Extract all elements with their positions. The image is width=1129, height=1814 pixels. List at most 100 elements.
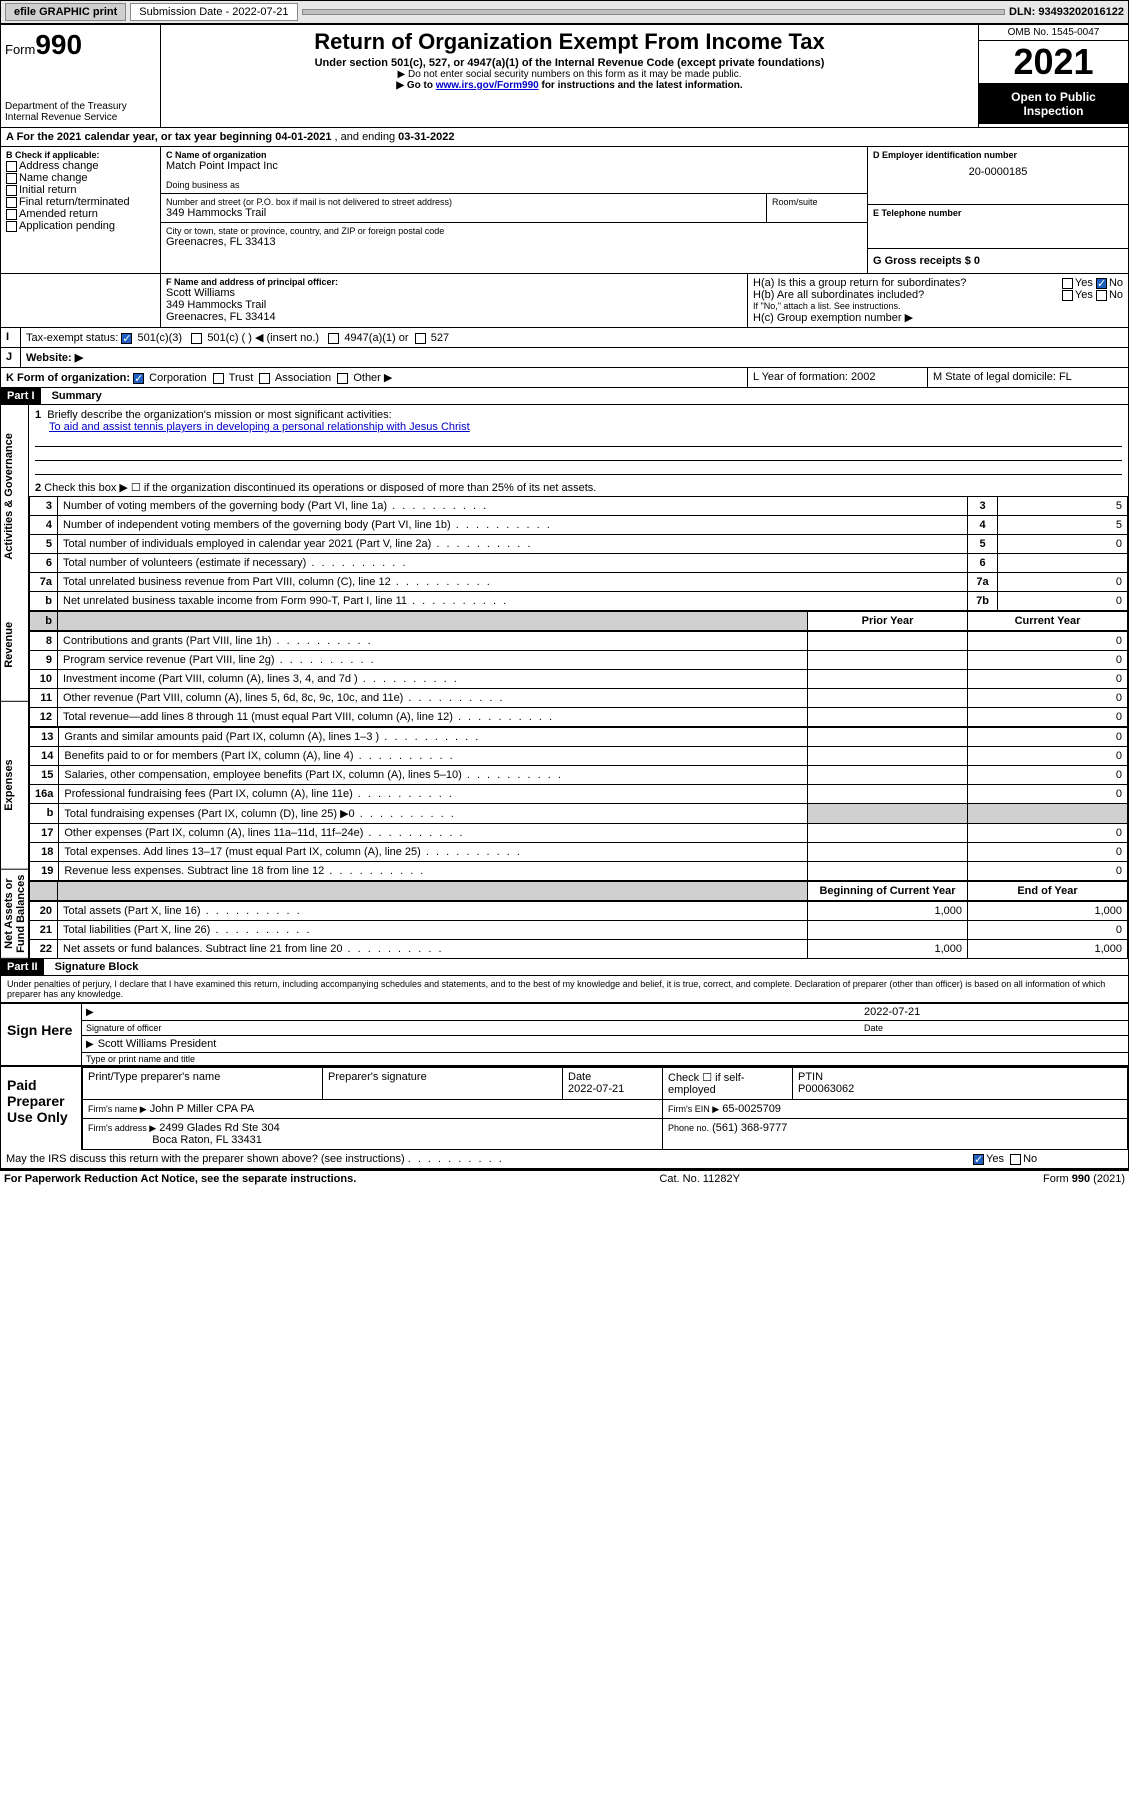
form-number: Form990 (5, 29, 156, 61)
chk-assoc[interactable] (259, 373, 270, 384)
irs-link[interactable]: www.irs.gov/Form990 (436, 80, 539, 91)
prior-val (808, 843, 968, 862)
curr-val: 0 (968, 843, 1128, 862)
line-text: Total assets (Part X, line 16) (58, 902, 808, 921)
line-no: 14 (30, 747, 59, 766)
vlabel-rev: Revenue (1, 589, 28, 702)
footer-pra: For Paperwork Reduction Act Notice, see … (4, 1173, 356, 1185)
line-text: Other revenue (Part VIII, column (A), li… (58, 689, 808, 708)
chk-amended[interactable]: Amended return (6, 208, 155, 220)
line-text: Other expenses (Part IX, column (A), lin… (59, 824, 808, 843)
net-lines: 20 Total assets (Part X, line 16) 1,000 … (29, 901, 1128, 959)
sign-here-label: Sign Here (1, 1004, 81, 1065)
q1-answer[interactable]: To aid and assist tennis players in deve… (49, 421, 470, 433)
efile-button[interactable]: efile GRAPHIC print (5, 3, 126, 21)
a-end: 03-31-2022 (398, 131, 454, 143)
dln: DLN: 93493202016122 (1009, 6, 1124, 18)
opt-address: Address change (19, 160, 99, 172)
line-val: 5 (998, 516, 1128, 535)
bcdeg-block: B Check if applicable: Address change Na… (1, 147, 1128, 274)
chk-initial[interactable]: Initial return (6, 184, 155, 196)
paid-preparer-block: Paid Preparer Use Only Print/Type prepar… (1, 1065, 1128, 1150)
prep-date-label: Date (568, 1071, 591, 1083)
opt-527: 527 (431, 332, 449, 344)
line-text: Number of independent voting members of … (58, 516, 968, 535)
line-text: Salaries, other compensation, employee b… (59, 766, 808, 785)
form-title: Return of Organization Exempt From Incom… (169, 29, 970, 55)
prior-val (808, 862, 968, 881)
line-no: 10 (30, 670, 58, 689)
g-label: G Gross receipts $ 0 (873, 255, 980, 267)
d-label: D Employer identification number (873, 150, 1123, 160)
h-note: If "No," attach a list. See instructions… (753, 301, 1123, 311)
curr-val: 0 (968, 766, 1128, 785)
paid-label: Paid Preparer Use Only (1, 1067, 81, 1150)
line-no: 17 (30, 824, 59, 843)
dept-treasury: Department of the Treasury (5, 101, 156, 112)
chk-527[interactable] (415, 333, 426, 344)
prior-val: 1,000 (808, 902, 968, 921)
line-idx: 4 (968, 516, 998, 535)
hb-no[interactable] (1096, 290, 1107, 301)
hb-yes[interactable] (1062, 290, 1073, 301)
line-no: 12 (30, 708, 58, 727)
part1-hdr: Part I (1, 388, 41, 404)
line-no: 22 (30, 940, 58, 959)
line-idx: 7a (968, 573, 998, 592)
chk-other[interactable] (337, 373, 348, 384)
line-idx: 7b (968, 592, 998, 611)
vlabel-exp: Expenses (1, 701, 28, 870)
opt-initial: Initial return (19, 184, 76, 196)
line-klm: K Form of organization: Corporation Trus… (1, 368, 1128, 388)
prior-val (808, 632, 968, 651)
ha-yes[interactable] (1062, 278, 1073, 289)
discuss-yes[interactable] (973, 1154, 984, 1165)
chk-address[interactable]: Address change (6, 160, 155, 172)
line-no: 19 (30, 862, 59, 881)
ha-no[interactable] (1096, 278, 1107, 289)
line-idx: 5 (968, 535, 998, 554)
opt-assoc: Association (275, 372, 331, 384)
chk-trust[interactable] (213, 373, 224, 384)
curr-val: 0 (968, 747, 1128, 766)
line-text: Total liabilities (Part X, line 26) (58, 921, 808, 940)
street-value: 349 Hammocks Trail (166, 207, 761, 219)
discuss-no[interactable] (1010, 1154, 1021, 1165)
line-no: 4 (30, 516, 58, 535)
firm-addr1: 2499 Glades Rd Ste 304 (159, 1122, 279, 1134)
line-text: Total number of individuals employed in … (58, 535, 968, 554)
curr-val: 0 (968, 862, 1128, 881)
chk-corp[interactable] (133, 373, 144, 384)
line-val: 0 (998, 573, 1128, 592)
city-value: Greenacres, FL 33413 (166, 236, 862, 248)
curr-val (968, 804, 1128, 824)
curr-val: 0 (968, 785, 1128, 804)
chk-501c[interactable] (191, 333, 202, 344)
dba-label: Doing business as (166, 180, 862, 190)
q2-block: 2 Check this box ▶ ☐ if the organization… (29, 479, 1128, 496)
vlabel-net: Net Assets or Fund Balances (1, 870, 28, 959)
opt-final: Final return/terminated (19, 196, 130, 208)
form-no: 990 (35, 29, 82, 60)
curr-val: 0 (968, 670, 1128, 689)
goto-pre: ▶ Go to (396, 80, 435, 91)
phone-value: (561) 368-9777 (712, 1122, 787, 1134)
prior-val (808, 824, 968, 843)
sig-date: 2022-07-21 (864, 1006, 1124, 1018)
part1-header: Part I Summary (1, 388, 1128, 405)
chk-4947[interactable] (328, 333, 339, 344)
vlabel-gov: Activities & Governance (1, 405, 28, 589)
firm-ein: 65-0025709 (722, 1103, 781, 1115)
a-begin: 04-01-2021 (275, 131, 331, 143)
l-label: L Year of formation: 2002 (748, 368, 928, 387)
line-no: 18 (30, 843, 59, 862)
sig-officer-label: Signature of officer (86, 1023, 864, 1033)
check-self[interactable]: Check ☐ if self-employed (663, 1068, 793, 1100)
chk-name[interactable]: Name change (6, 172, 155, 184)
chk-501c3[interactable] (121, 333, 132, 344)
line-val: 5 (998, 497, 1128, 516)
line-no: 5 (30, 535, 58, 554)
chk-pending[interactable]: Application pending (6, 220, 155, 232)
exp-lines: 13 Grants and similar amounts paid (Part… (29, 727, 1128, 881)
chk-final[interactable]: Final return/terminated (6, 196, 155, 208)
